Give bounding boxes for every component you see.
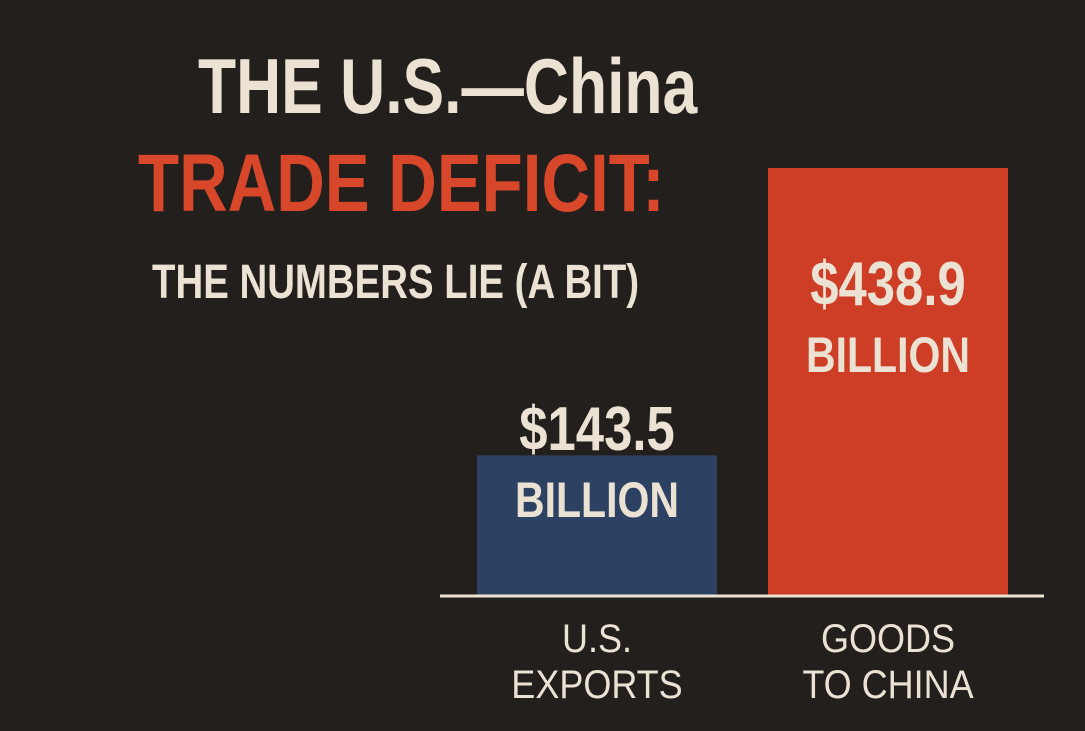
bar-goods-to-china	[768, 168, 1008, 595]
chart-title-line-1: THE U.S.—China	[198, 42, 698, 130]
category-label: GOODS	[821, 617, 955, 661]
bar-value-label: BILLION	[515, 472, 679, 528]
bar-value-label: BILLION	[806, 327, 970, 383]
chart-subtitle: THE NUMBERS LIE (A BIT)	[152, 256, 640, 309]
bar-value-label: $143.5	[519, 395, 674, 464]
chart-title-line-2: TRADE DEFICIT:	[138, 138, 665, 229]
bar-us-exports	[477, 455, 717, 595]
category-label: U.S.	[562, 617, 632, 661]
category-label: TO CHINA	[802, 663, 974, 707]
bar-value-label: $438.9	[810, 250, 965, 319]
category-label: EXPORTS	[511, 663, 682, 707]
